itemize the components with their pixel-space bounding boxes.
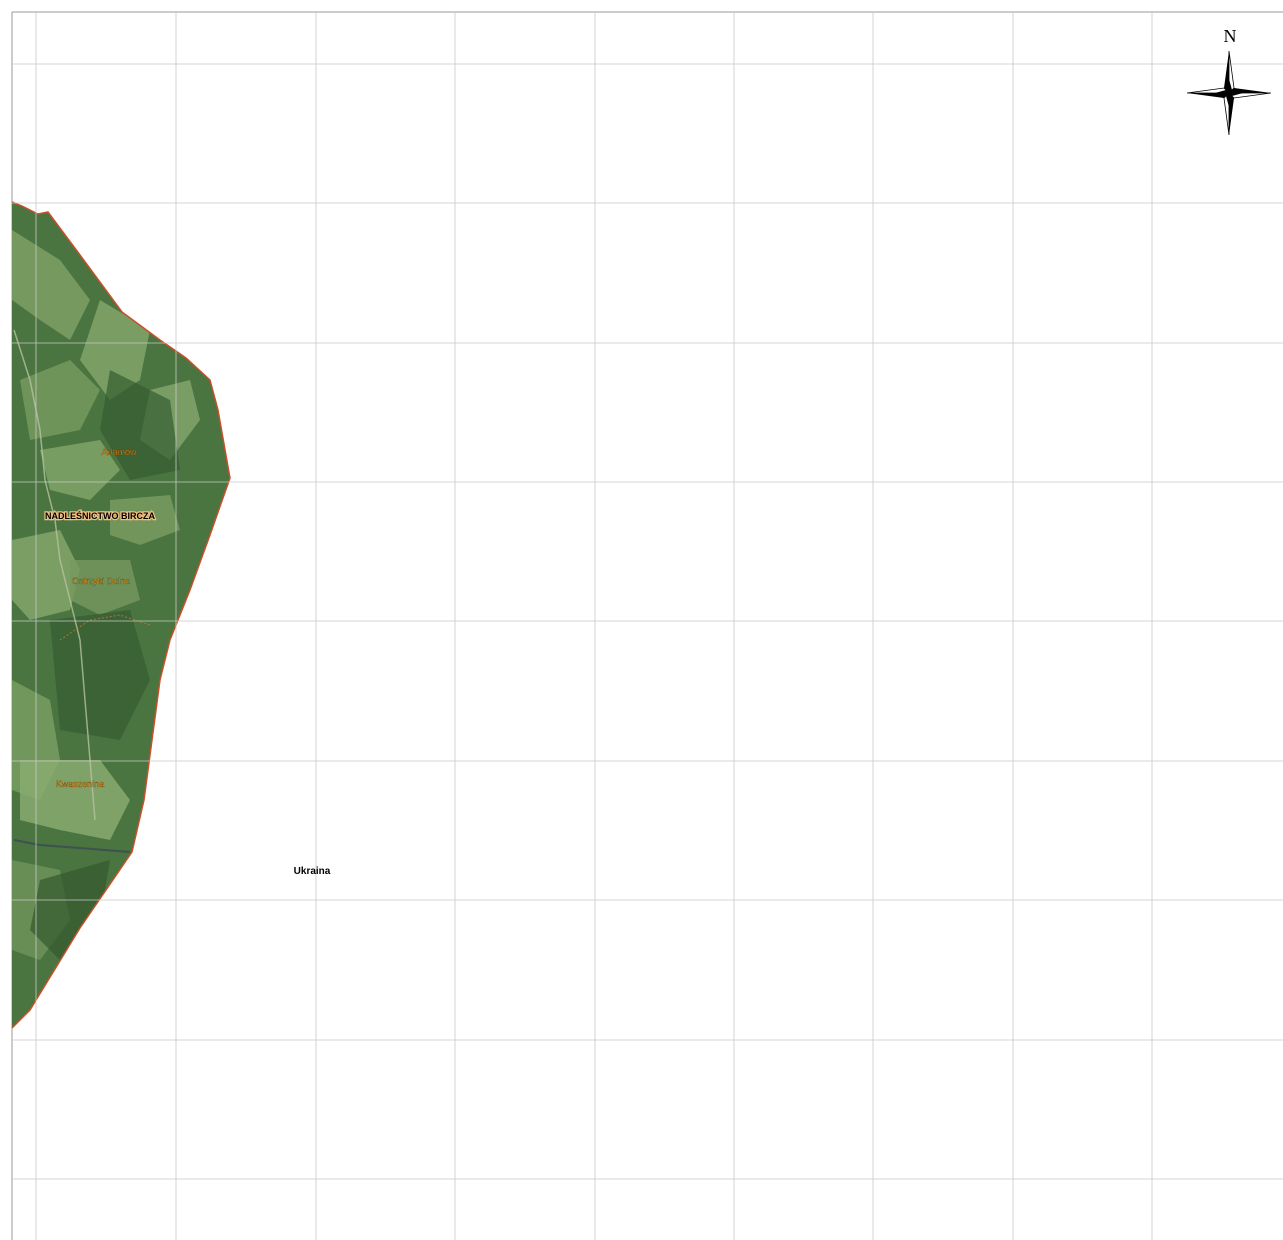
forest-district-label: NADLEŚNICTWO BIRCZA [45, 510, 155, 521]
north-label: N [1224, 26, 1237, 46]
village-label-arlamow: Arłamów [101, 447, 137, 457]
country-label: Ukraina [294, 866, 331, 877]
map-frame [11, 11, 1283, 1240]
village-label-kwaszenina: Kwaszenina [56, 779, 105, 789]
coordinate-grid [12, 12, 1283, 1240]
village-label-ostrzyki: Ostrzyki Dolne [72, 576, 131, 586]
compass-rose-icon [1186, 50, 1272, 136]
district-boundary [11, 201, 231, 1029]
